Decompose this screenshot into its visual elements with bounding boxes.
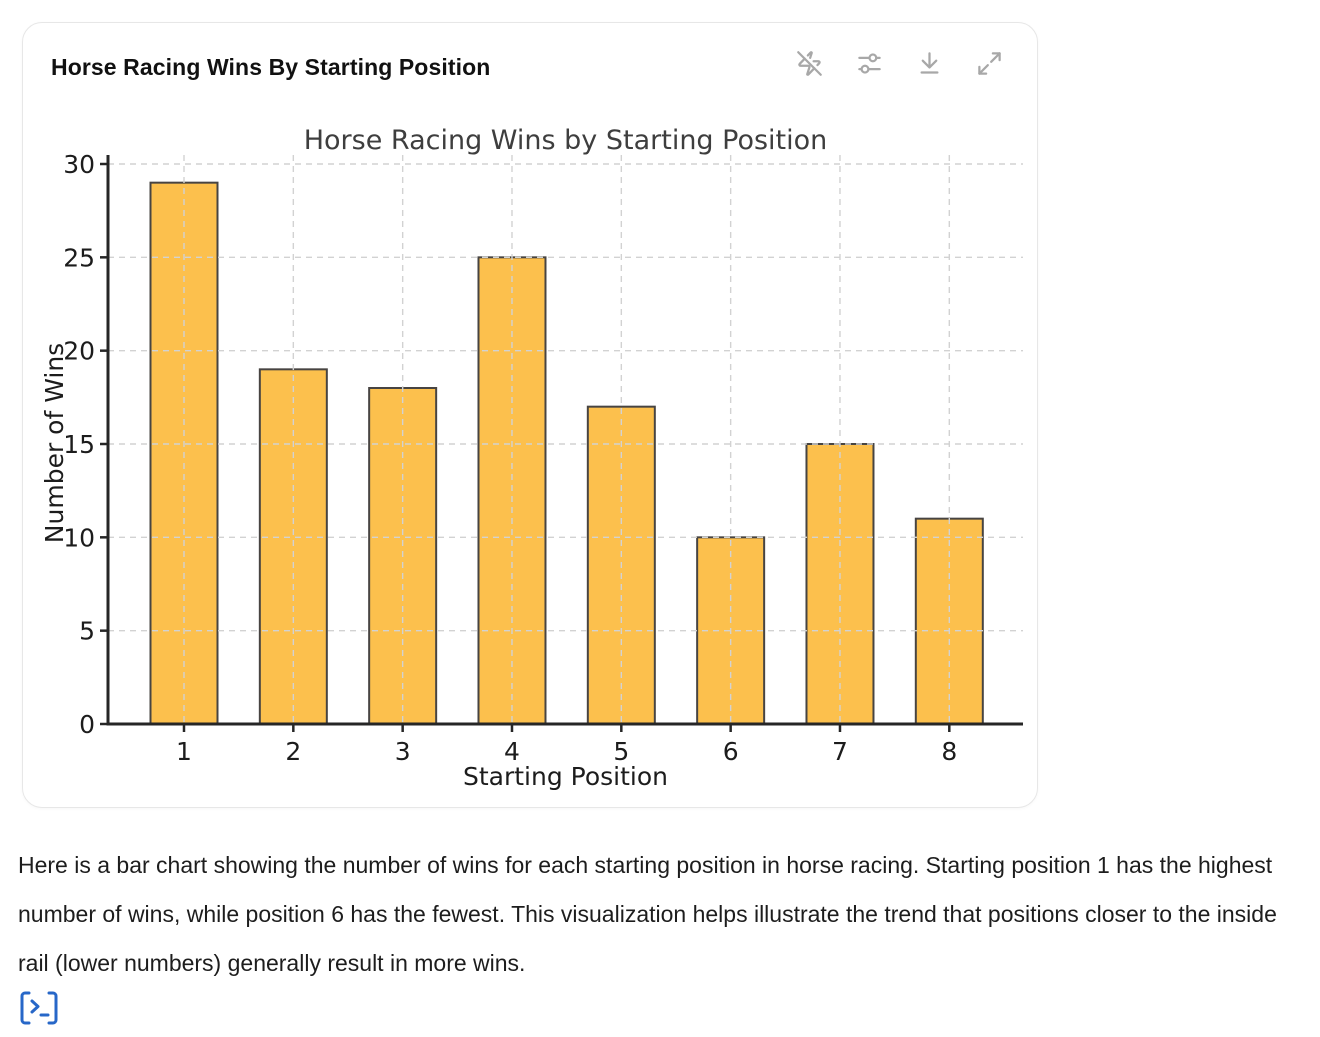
y-tick-label: 0: [79, 710, 95, 739]
view-code-button[interactable]: [15, 987, 63, 1029]
y-tick-label: 25: [63, 243, 95, 272]
y-tick-label: 10: [63, 523, 95, 552]
y-tick-label: 20: [63, 337, 95, 366]
x-tick-label: 3: [395, 737, 411, 766]
expand-icon: [978, 52, 1001, 75]
x-tick-label: 2: [285, 737, 301, 766]
x-tick-label: 1: [176, 737, 192, 766]
terminal-icon: [20, 991, 58, 1025]
x-tick-label: 4: [504, 737, 520, 766]
sliders-button[interactable]: [856, 50, 883, 77]
expand-button[interactable]: [976, 50, 1003, 77]
chart-title: Horse Racing Wins by Starting Position: [304, 125, 828, 156]
bar-chart: 0 5 10 15 20 25 30 1 2 3 4 5 6 7 8 Starting Position Num…: [40, 125, 1023, 791]
chart-area: 0 5 10 15 20 25 30 1 2 3 4 5 6 7 8 Starting Position Num…: [23, 23, 1037, 807]
y-tick-label: 30: [63, 150, 95, 179]
y-tick-label: 15: [63, 430, 95, 459]
chart-card: 0 5 10 15 20 25 30 1 2 3 4 5 6 7 8 Starting Position Num…: [22, 22, 1038, 808]
download-icon: [920, 52, 939, 74]
x-tick-label: 6: [723, 737, 739, 766]
chart-toolbar: [796, 50, 1003, 77]
y-tick-label: 5: [79, 617, 95, 646]
zap-off-button[interactable]: [796, 50, 823, 77]
sliders-icon: [858, 53, 881, 74]
assistant-message: Here is a bar chart showing the number o…: [18, 852, 1277, 976]
y-axis-label: Number of Wins: [40, 343, 69, 543]
download-button[interactable]: [916, 50, 943, 77]
x-tick-label: 8: [941, 737, 957, 766]
zap-off-icon: [797, 51, 822, 76]
x-tick-label: 7: [832, 737, 848, 766]
x-tick-label: 5: [613, 737, 629, 766]
card-title: Horse Racing Wins By Starting Position: [51, 54, 491, 80]
x-axis-label: Starting Position: [463, 762, 668, 791]
